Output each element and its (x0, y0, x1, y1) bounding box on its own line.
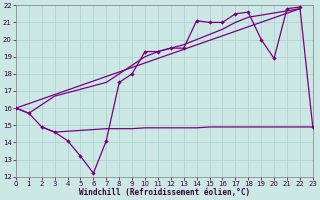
X-axis label: Windchill (Refroidissement éolien,°C): Windchill (Refroidissement éolien,°C) (79, 188, 250, 197)
